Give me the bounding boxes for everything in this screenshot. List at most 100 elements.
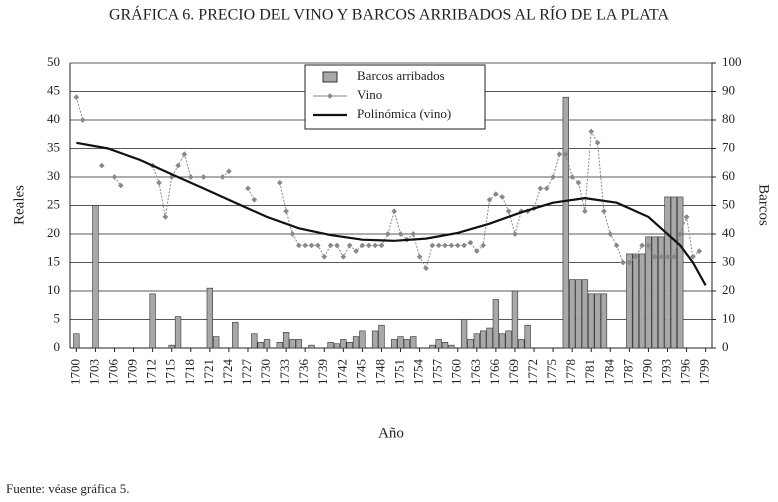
marker	[512, 231, 518, 237]
legend-label: Vino	[357, 87, 382, 102]
bar	[327, 341, 334, 349]
marker	[327, 242, 334, 249]
marker	[461, 242, 467, 249]
marker	[276, 179, 283, 186]
marker	[181, 151, 188, 158]
marker	[200, 174, 207, 180]
bar	[295, 339, 302, 349]
bar	[480, 330, 487, 349]
bar	[505, 330, 512, 349]
y-tick-label: 40	[47, 111, 60, 126]
x-tick-label: 1760	[449, 359, 464, 385]
x-tick-label: 1796	[678, 359, 693, 386]
bar	[346, 341, 353, 349]
marker	[505, 208, 512, 215]
bar	[594, 293, 601, 349]
y-tick-label: 35	[47, 139, 60, 154]
x-tick-label: 1721	[201, 359, 216, 385]
marker	[187, 174, 194, 180]
marker	[353, 248, 359, 254]
marker	[308, 242, 315, 249]
x-tick-label: 1778	[563, 359, 578, 385]
source-note: Fuente: véase gráfica 5.	[6, 481, 129, 496]
bar	[460, 319, 468, 349]
bar	[206, 287, 214, 349]
marker	[162, 214, 169, 220]
bar	[657, 236, 665, 349]
line	[75, 97, 700, 270]
bar	[410, 336, 417, 349]
marker	[645, 242, 652, 249]
x-tick-label: 1757	[430, 359, 445, 386]
bar	[441, 341, 449, 349]
marker	[480, 242, 486, 249]
bar	[73, 333, 80, 349]
bar	[467, 339, 474, 349]
x-tick-label: 1766	[487, 359, 502, 386]
x-tick-label: 1775	[544, 359, 559, 385]
bar	[371, 330, 379, 349]
x-tick-label: 1709	[125, 359, 140, 385]
bar	[664, 196, 671, 349]
x-tick-label: 1742	[334, 359, 349, 385]
marker	[391, 208, 398, 215]
x-tick-label: 1751	[392, 359, 407, 385]
y-axis-label: Reales	[11, 185, 27, 225]
x-tick-label: 1754	[411, 359, 426, 386]
x-tick-label: 1745	[353, 359, 368, 385]
y2-tick-label: 10	[722, 310, 735, 325]
y2-tick-label: 90	[722, 82, 735, 97]
bar	[575, 279, 582, 349]
x-tick-label: 1712	[144, 359, 159, 385]
legend-swatch	[322, 71, 338, 83]
bar	[403, 339, 411, 349]
x-tick-label: 1781	[582, 359, 597, 385]
x-tick-label: 1793	[658, 359, 673, 385]
bar	[251, 333, 258, 349]
chart-title: GRÁFICA 6. PRECIO DEL VINO Y BARCOS ARRI…	[109, 5, 670, 24]
x-tick-label: 1736	[296, 359, 311, 386]
marker	[245, 185, 251, 192]
bar	[524, 324, 531, 349]
bar	[257, 341, 264, 349]
y2-tick-label: 40	[722, 225, 735, 240]
marker	[340, 253, 347, 260]
marker	[118, 182, 124, 189]
marker	[442, 242, 448, 249]
x-tick-label: 1799	[697, 359, 712, 385]
y2-tick-label: 0	[722, 339, 729, 354]
marker	[493, 191, 499, 197]
bar	[600, 293, 608, 349]
marker	[416, 253, 423, 260]
y-tick-label: 25	[47, 196, 60, 211]
bar	[174, 316, 182, 349]
x-tick-label: 1733	[277, 359, 292, 385]
marker	[454, 242, 461, 249]
legend-label: Barcos arribados	[357, 68, 445, 83]
marker	[639, 242, 645, 249]
bar	[473, 333, 480, 349]
marker	[98, 162, 105, 169]
marker	[251, 196, 258, 203]
marker	[575, 179, 582, 186]
marker	[423, 265, 429, 272]
x-tick-label: 1703	[86, 359, 101, 385]
bar	[149, 293, 156, 349]
y-tick-label: 45	[47, 82, 60, 97]
marker	[283, 208, 289, 215]
y-tick-label: 50	[47, 54, 60, 69]
marker	[499, 194, 506, 200]
x-tick-label: 1787	[620, 359, 635, 386]
bar	[168, 344, 175, 349]
marker	[156, 179, 162, 186]
bar	[352, 336, 360, 349]
bar	[232, 322, 239, 349]
marker	[435, 242, 442, 249]
y-tick-label: 10	[47, 282, 60, 297]
y2-axis-label: Barcos	[756, 184, 772, 226]
bar	[651, 236, 658, 349]
trend-line	[76, 141, 707, 286]
y2-tick-label: 100	[722, 54, 742, 69]
marker	[620, 259, 626, 266]
